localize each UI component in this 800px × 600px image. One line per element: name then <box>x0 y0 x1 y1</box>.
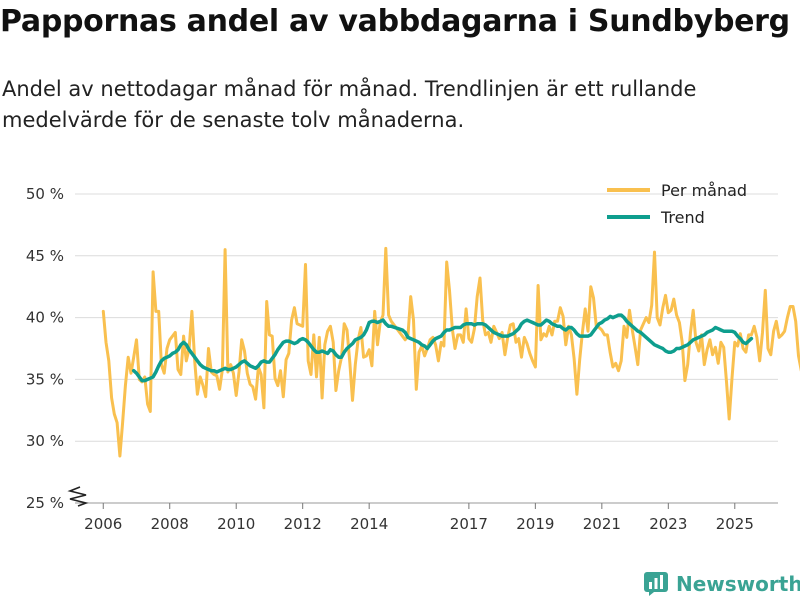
y-tick-label: 35 % <box>26 370 64 388</box>
y-tick-label: 25 % <box>26 494 64 512</box>
x-tick-label: 2008 <box>151 515 189 533</box>
legend-label-0: Per månad <box>661 181 747 200</box>
brand-logo: Newsworthy <box>644 568 800 600</box>
bar-chart-icon <box>644 572 668 596</box>
x-axis: 2006 2008 2010 2012 2014 2017 2019 2021 2023 2025 <box>84 503 754 533</box>
series-line-per-manad <box>101 246 800 458</box>
x-tick-label: 2012 <box>284 515 322 533</box>
y-tick-label: 45 % <box>26 247 64 265</box>
series-line-trend <box>131 313 754 383</box>
chart-title: Pappornas andel av vabbdagarna i Sundbyb… <box>0 4 790 39</box>
x-tick-label: 2017 <box>450 515 488 533</box>
axis-break-icon <box>67 486 89 507</box>
legend: Per månad Trend <box>607 181 747 227</box>
x-tick-label: 2010 <box>217 515 255 533</box>
y-axis-ticks: 25 % 30 % 35 % 40 % 45 % 50 % <box>26 185 64 512</box>
legend-label-1: Trend <box>660 208 705 227</box>
data-series <box>101 246 800 458</box>
x-tick-label: 2025 <box>716 515 754 533</box>
x-tick-label: 2023 <box>649 515 687 533</box>
brand-name: Newsworthy <box>676 572 800 596</box>
x-tick-label: 2019 <box>516 515 554 533</box>
x-tick-label: 2021 <box>583 515 621 533</box>
y-tick-label: 50 % <box>26 185 64 203</box>
x-tick-label: 2006 <box>84 515 122 533</box>
chart-subtitle: Andel av nettodagar månad för månad. Tre… <box>2 77 697 132</box>
x-tick-label: 2014 <box>350 515 388 533</box>
y-tick-label: 30 % <box>26 432 64 450</box>
y-tick-label: 40 % <box>26 309 64 327</box>
